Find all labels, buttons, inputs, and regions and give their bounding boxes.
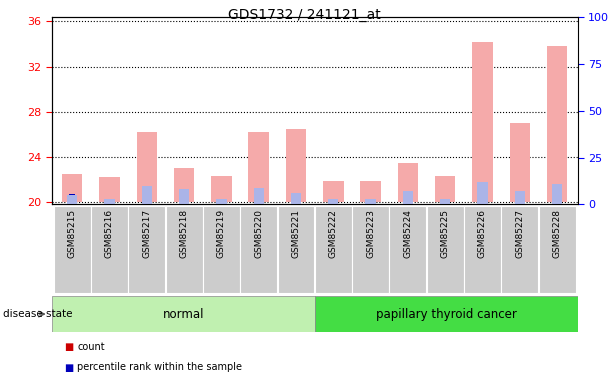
Bar [442, 199, 448, 202]
Bar [211, 176, 232, 202]
Bar [352, 206, 389, 292]
Text: GSM85221: GSM85221 [291, 209, 300, 258]
Bar [105, 199, 115, 204]
Text: ■: ■ [64, 342, 73, 352]
Text: GSM85222: GSM85222 [329, 209, 338, 258]
Bar [254, 188, 264, 204]
Bar [442, 199, 448, 202]
Bar [554, 191, 560, 202]
Bar [539, 206, 576, 292]
Bar [137, 132, 157, 202]
Text: GDS1732 / 241121_at: GDS1732 / 241121_at [227, 8, 381, 21]
Text: GSM85219: GSM85219 [217, 209, 226, 258]
Text: GSM85227: GSM85227 [516, 209, 524, 258]
Bar [67, 195, 77, 204]
Bar [181, 192, 187, 202]
Bar [552, 184, 562, 204]
Bar [398, 163, 418, 202]
Bar [106, 199, 112, 202]
Bar [181, 198, 187, 202]
Text: GSM85217: GSM85217 [142, 209, 151, 258]
Bar [547, 46, 567, 202]
Bar [69, 198, 75, 202]
Bar [440, 199, 451, 204]
Text: disease state: disease state [3, 309, 72, 319]
Text: GSM85223: GSM85223 [366, 209, 375, 258]
Text: papillary thyroid cancer: papillary thyroid cancer [376, 308, 517, 321]
Bar [174, 168, 195, 202]
Text: GSM85226: GSM85226 [478, 209, 487, 258]
Bar [142, 186, 152, 204]
Bar [255, 198, 262, 202]
Bar [91, 206, 128, 292]
Bar [293, 198, 299, 202]
Text: count: count [77, 342, 105, 352]
Bar [218, 199, 224, 202]
Bar [143, 191, 150, 202]
Bar [249, 132, 269, 202]
Bar [62, 174, 83, 202]
Bar [367, 199, 374, 202]
Bar [367, 199, 374, 202]
Bar [330, 199, 336, 202]
Bar [52, 296, 315, 332]
Bar [502, 206, 538, 292]
Bar [365, 199, 376, 204]
Bar [390, 206, 426, 292]
Bar [361, 181, 381, 202]
Text: GSM85228: GSM85228 [553, 209, 562, 258]
Bar [510, 123, 530, 202]
Bar [480, 186, 486, 202]
Bar [405, 199, 411, 202]
Bar [240, 206, 277, 292]
Bar [464, 206, 501, 292]
Bar [69, 194, 75, 202]
Bar [54, 206, 91, 292]
Bar [480, 198, 486, 202]
Bar [323, 181, 344, 202]
Bar [405, 192, 411, 202]
Text: GSM85215: GSM85215 [67, 209, 77, 258]
Bar [517, 198, 523, 202]
Bar [517, 192, 523, 202]
Text: normal: normal [162, 308, 204, 321]
Bar [291, 193, 301, 204]
Bar [477, 182, 488, 204]
Bar [514, 191, 525, 204]
Bar [143, 199, 150, 202]
Bar [328, 199, 339, 204]
Text: GSM85218: GSM85218 [179, 209, 188, 258]
Bar [286, 129, 306, 202]
Text: GSM85225: GSM85225 [441, 209, 450, 258]
Bar [472, 42, 492, 202]
Bar [554, 198, 560, 202]
Text: GSM85216: GSM85216 [105, 209, 114, 258]
Text: GSM85220: GSM85220 [254, 209, 263, 258]
Bar [255, 190, 262, 202]
Text: ■: ■ [64, 363, 73, 372]
Text: percentile rank within the sample: percentile rank within the sample [77, 363, 242, 372]
Bar [315, 296, 578, 332]
Bar [165, 206, 202, 292]
Bar [99, 177, 120, 202]
Bar [402, 191, 413, 204]
Bar [277, 206, 314, 292]
Bar [128, 206, 165, 292]
Bar [315, 206, 352, 292]
Text: GSM85224: GSM85224 [403, 209, 412, 258]
Bar [179, 189, 189, 204]
Bar [203, 206, 240, 292]
Bar [435, 176, 455, 202]
Bar [427, 206, 464, 292]
Bar [106, 199, 112, 202]
Bar [330, 199, 336, 202]
Bar [216, 199, 227, 204]
Bar [218, 199, 224, 202]
Bar [293, 194, 299, 202]
